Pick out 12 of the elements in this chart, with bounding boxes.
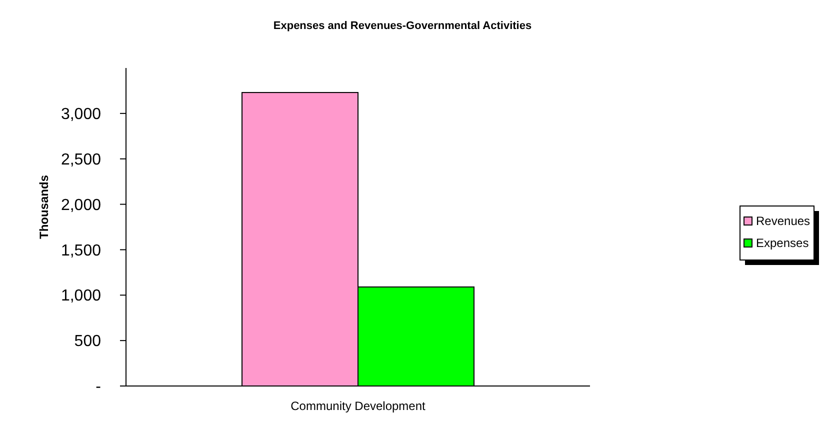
y-tick-label: 500 [74,333,102,350]
y-tick-label: 2,000 [60,196,102,214]
chart-title: Expenses and Revenues-Governmental Activities [273,20,532,32]
y-tick-label: 3,000 [60,106,102,124]
legend-label: Revenues [756,214,810,228]
legend-label: Expenses [756,236,809,250]
y-tick-label: 1,000 [60,288,102,305]
x-tick-label: Community Development [290,399,426,413]
y-axis-title: Thousands [37,174,51,240]
y-tick-label: 2,500 [60,151,102,168]
y-tick-label: 1,500 [60,242,102,260]
y-tick-label: - [96,378,101,396]
